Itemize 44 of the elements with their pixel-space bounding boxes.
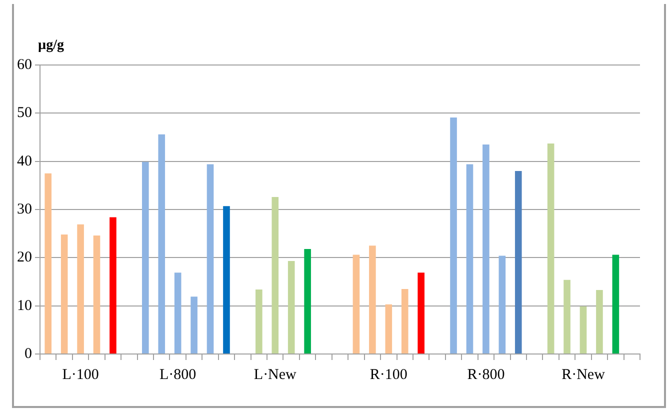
x-tick-label: L·New (254, 366, 297, 383)
bar (385, 304, 392, 354)
x-tick-label: L·100 (62, 366, 99, 383)
bar (44, 173, 52, 354)
y-tick-label: 10 (17, 298, 32, 314)
bar (110, 217, 116, 354)
bar (352, 254, 360, 354)
bar (596, 290, 603, 354)
bar (158, 134, 166, 354)
bar (482, 144, 490, 354)
bar (174, 272, 182, 354)
bar (142, 162, 149, 354)
x-tick-label: R·800 (467, 366, 505, 383)
bar (401, 288, 408, 354)
bar (206, 164, 214, 354)
bar (93, 236, 100, 354)
bar (418, 272, 424, 354)
bar (514, 170, 522, 354)
y-tick-label: 60 (17, 56, 32, 73)
y-tick-label: 50 (17, 105, 32, 122)
bar (612, 254, 620, 354)
y-tick-label: 0 (24, 346, 32, 362)
bar (223, 206, 230, 354)
bar (288, 261, 295, 354)
x-tick-label: R·New (562, 366, 606, 383)
bar (60, 234, 68, 354)
y-axis-title: µg/g (38, 38, 64, 54)
bar (580, 306, 587, 354)
bar (547, 144, 554, 354)
bar (190, 296, 198, 354)
bar (304, 248, 311, 354)
bar (272, 196, 279, 354)
bar (466, 164, 474, 354)
bar (564, 280, 570, 354)
bar (256, 289, 262, 354)
bar (450, 118, 457, 354)
y-tick-label: 20 (17, 250, 32, 266)
y-tick-label: 30 (17, 201, 32, 218)
bar (77, 224, 84, 354)
bar (498, 256, 506, 354)
y-tick-label: 40 (17, 153, 32, 170)
x-tick-label: L·800 (160, 366, 196, 383)
bar (369, 246, 376, 354)
x-tick-label: R·100 (370, 366, 408, 383)
